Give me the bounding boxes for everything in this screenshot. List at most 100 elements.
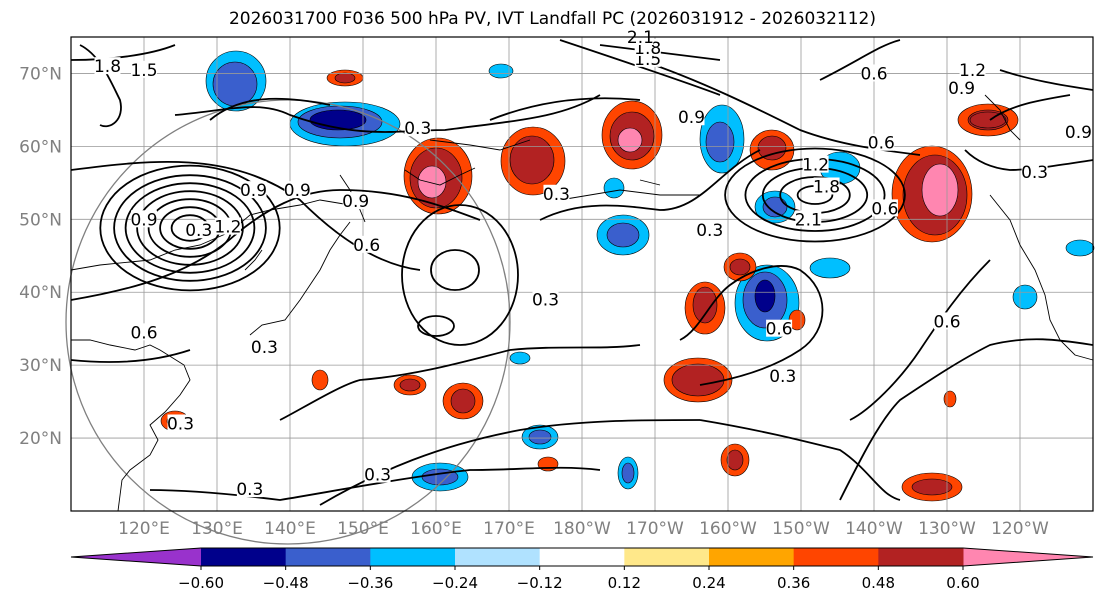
- contour-label: 0.9: [284, 181, 311, 201]
- coastline: [639, 179, 661, 186]
- contour-label-bg: [696, 221, 723, 239]
- contour-label: 1.5: [130, 61, 157, 81]
- contour-label: 0.9: [678, 108, 705, 128]
- colorbar-tick-label: −0.12: [517, 574, 563, 592]
- shaded-region: [617, 127, 643, 153]
- pv-contour: [79, 44, 122, 128]
- contour-label-bg: [678, 108, 705, 126]
- shaded-region: [528, 429, 552, 445]
- contour-label-bg: [868, 133, 895, 151]
- colorbar-bin: [539, 548, 625, 566]
- lon-tick-label: 140°E: [264, 519, 316, 539]
- lat-tick-label: 50°N: [19, 210, 62, 230]
- pv-contour: [417, 315, 455, 337]
- pv-contour: [209, 97, 331, 121]
- shaded-region: [729, 258, 751, 276]
- contour-label: 1.2: [959, 61, 986, 81]
- contour-label-bg: [1065, 122, 1092, 140]
- contour-label: 0.3: [236, 480, 263, 500]
- coastline: [429, 139, 531, 151]
- coastline: [71, 339, 191, 512]
- colorbar-tick-label: 0.24: [692, 574, 725, 592]
- pv-contour: [989, 94, 1071, 121]
- shaded-region: [757, 135, 787, 161]
- shaded-region: [606, 222, 640, 248]
- lon-tick-label: 160°E: [410, 519, 462, 539]
- colorbar-bin: [201, 548, 287, 566]
- colorbar-tick-label: −0.36: [347, 574, 393, 592]
- contour-label: 0.6: [130, 323, 157, 343]
- pv-contour: [849, 259, 991, 421]
- contour-label: 0.9: [1065, 123, 1092, 143]
- shaded-region: [1065, 239, 1095, 257]
- pv-contour: [113, 174, 267, 282]
- pv-contour: [539, 149, 761, 221]
- pv-contour: [679, 265, 824, 386]
- contour-label: 0.9: [948, 79, 975, 99]
- contour-label-bg: [802, 155, 829, 173]
- contour-label: 0.6: [868, 134, 895, 154]
- contour-label-bg: [532, 290, 559, 308]
- pv-contour: [430, 249, 480, 291]
- shaded-region: [311, 369, 329, 391]
- contour-label-bg: [959, 60, 986, 78]
- pv-contour: [70, 189, 481, 301]
- contour-label-bg: [284, 181, 311, 199]
- contour-label: 0.3: [532, 291, 559, 311]
- colorbar-extend-low: [71, 548, 201, 566]
- contour-label: 1.2: [214, 218, 241, 238]
- shaded-region: [417, 165, 447, 199]
- contour-label-bg: [813, 177, 840, 195]
- contour-label-bg: [214, 217, 241, 235]
- contour-label: 0.3: [185, 221, 212, 241]
- colorbar-tick-label: −0.24: [432, 574, 478, 592]
- contour-label-bg: [251, 337, 278, 355]
- pv-contour: [489, 97, 641, 121]
- shaded-region: [921, 163, 959, 217]
- colorbar-tick-label: 0.48: [862, 574, 895, 592]
- contour-label-bg: [871, 199, 898, 217]
- coastline: [989, 194, 1094, 361]
- lon-tick-label: 120°E: [118, 519, 170, 539]
- shaded-region: [309, 109, 367, 131]
- contour-label-bg: [185, 221, 212, 239]
- shaded-region: [212, 61, 258, 107]
- colorbar-tick-label: −0.48: [263, 574, 309, 592]
- pv-contour: [839, 338, 1094, 501]
- contour-label-bg: [948, 79, 975, 97]
- coastline: [244, 249, 263, 271]
- pv-contour: [559, 39, 721, 96]
- contour-label-bg: [167, 414, 194, 432]
- colorbar-bin: [878, 548, 964, 566]
- shaded-region: [603, 177, 625, 199]
- contour-label: 1.8: [813, 177, 840, 197]
- contour-label: 2.1: [795, 210, 822, 230]
- contour-label-bg: [240, 181, 267, 199]
- pv-contour: [70, 44, 176, 61]
- contour-label: 0.9: [240, 181, 267, 201]
- contour-label-bg: [131, 210, 157, 228]
- coastline: [984, 94, 1021, 141]
- lon-tick-label: 160°W: [699, 519, 757, 539]
- contour-label-bg: [404, 119, 431, 137]
- shaded-region: [621, 462, 635, 484]
- lon-tick-label: 180°W: [553, 519, 611, 539]
- coastline: [249, 221, 351, 336]
- shaded-region: [671, 363, 725, 397]
- pv-contour: [964, 149, 1094, 171]
- contour-label-bg: [131, 323, 157, 341]
- lat-tick-label: 30°N: [19, 356, 62, 376]
- contour-label: 0.3: [543, 185, 570, 205]
- lon-tick-label: 140°W: [845, 519, 903, 539]
- contour-label: 0.6: [860, 64, 887, 84]
- shaded-region: [509, 351, 531, 365]
- contour-label-bg: [236, 480, 263, 498]
- colorbar-bin: [709, 548, 795, 566]
- shaded-region: [692, 286, 718, 324]
- contour-label-bg: [769, 367, 796, 385]
- lat-tick-label: 60°N: [19, 137, 62, 157]
- contour-label: 0.6: [766, 320, 793, 340]
- lon-tick-label: 150°W: [772, 519, 830, 539]
- colorbar-tick-label: −0.60: [178, 574, 224, 592]
